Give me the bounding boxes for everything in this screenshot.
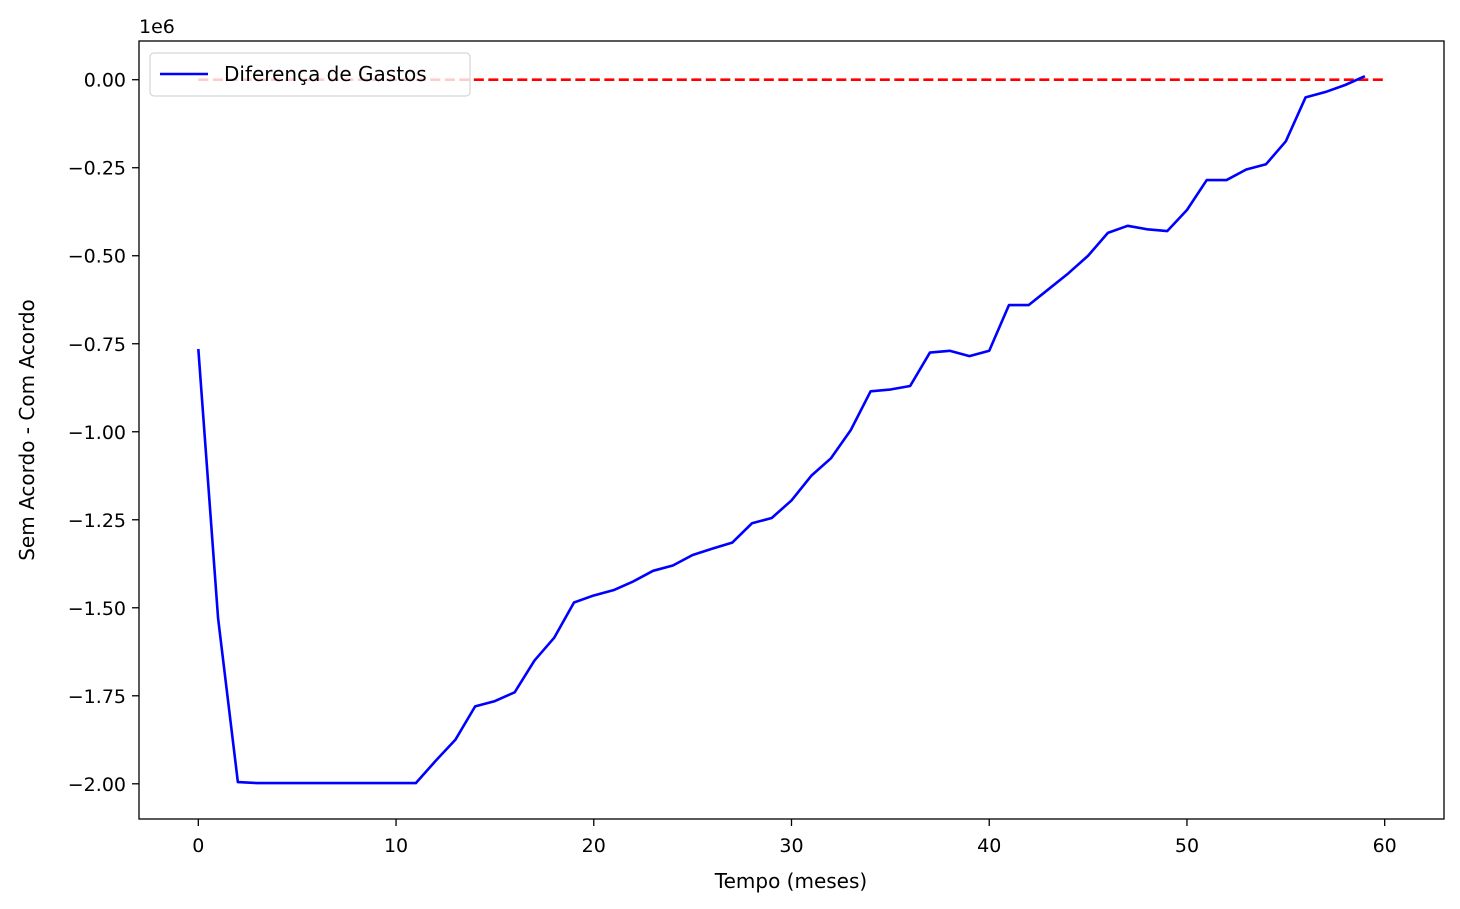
y-tick-label: −0.75 bbox=[68, 334, 126, 356]
x-tick-label: 10 bbox=[384, 835, 408, 857]
y-tick-label: −1.75 bbox=[68, 686, 126, 708]
y-tick-label: −0.50 bbox=[68, 246, 126, 268]
series-line-diferenca-de-gastos bbox=[197, 75, 1366, 785]
y-axis-label: Sem Acordo - Com Acordo bbox=[15, 299, 39, 561]
x-tick-label: 0 bbox=[192, 835, 204, 857]
y-tick-label: −2.00 bbox=[68, 774, 126, 796]
y-tick-label: −1.50 bbox=[68, 598, 126, 620]
y-offset-label: 1e6 bbox=[139, 16, 175, 38]
y-tick-label: −1.25 bbox=[68, 510, 126, 532]
x-tick-label: 50 bbox=[1175, 835, 1199, 857]
y-axis: 0.00 −0.25 −0.50 −0.75 −1.00 −1.25 −1.50 −1.75 −… bbox=[68, 70, 139, 796]
x-tick-label: 60 bbox=[1373, 835, 1397, 857]
x-tick-label: 30 bbox=[779, 835, 803, 857]
legend-label-diferenca-de-gastos: Diferença de Gastos bbox=[224, 62, 427, 86]
x-axis-label: Tempo (meses) bbox=[714, 869, 867, 893]
legend-box bbox=[149, 52, 471, 97]
y-tick-label: −0.25 bbox=[68, 158, 126, 180]
x-axis: 0 10 20 30 40 50 60 bbox=[192, 819, 1397, 857]
x-tick-label: 20 bbox=[582, 835, 606, 857]
y-tick-label: 0.00 bbox=[84, 70, 126, 92]
y-tick-label: −1.00 bbox=[68, 422, 126, 444]
plot-area bbox=[139, 41, 1444, 819]
legend: Diferença de Gastos bbox=[149, 52, 471, 97]
x-tick-label: 40 bbox=[977, 835, 1001, 857]
